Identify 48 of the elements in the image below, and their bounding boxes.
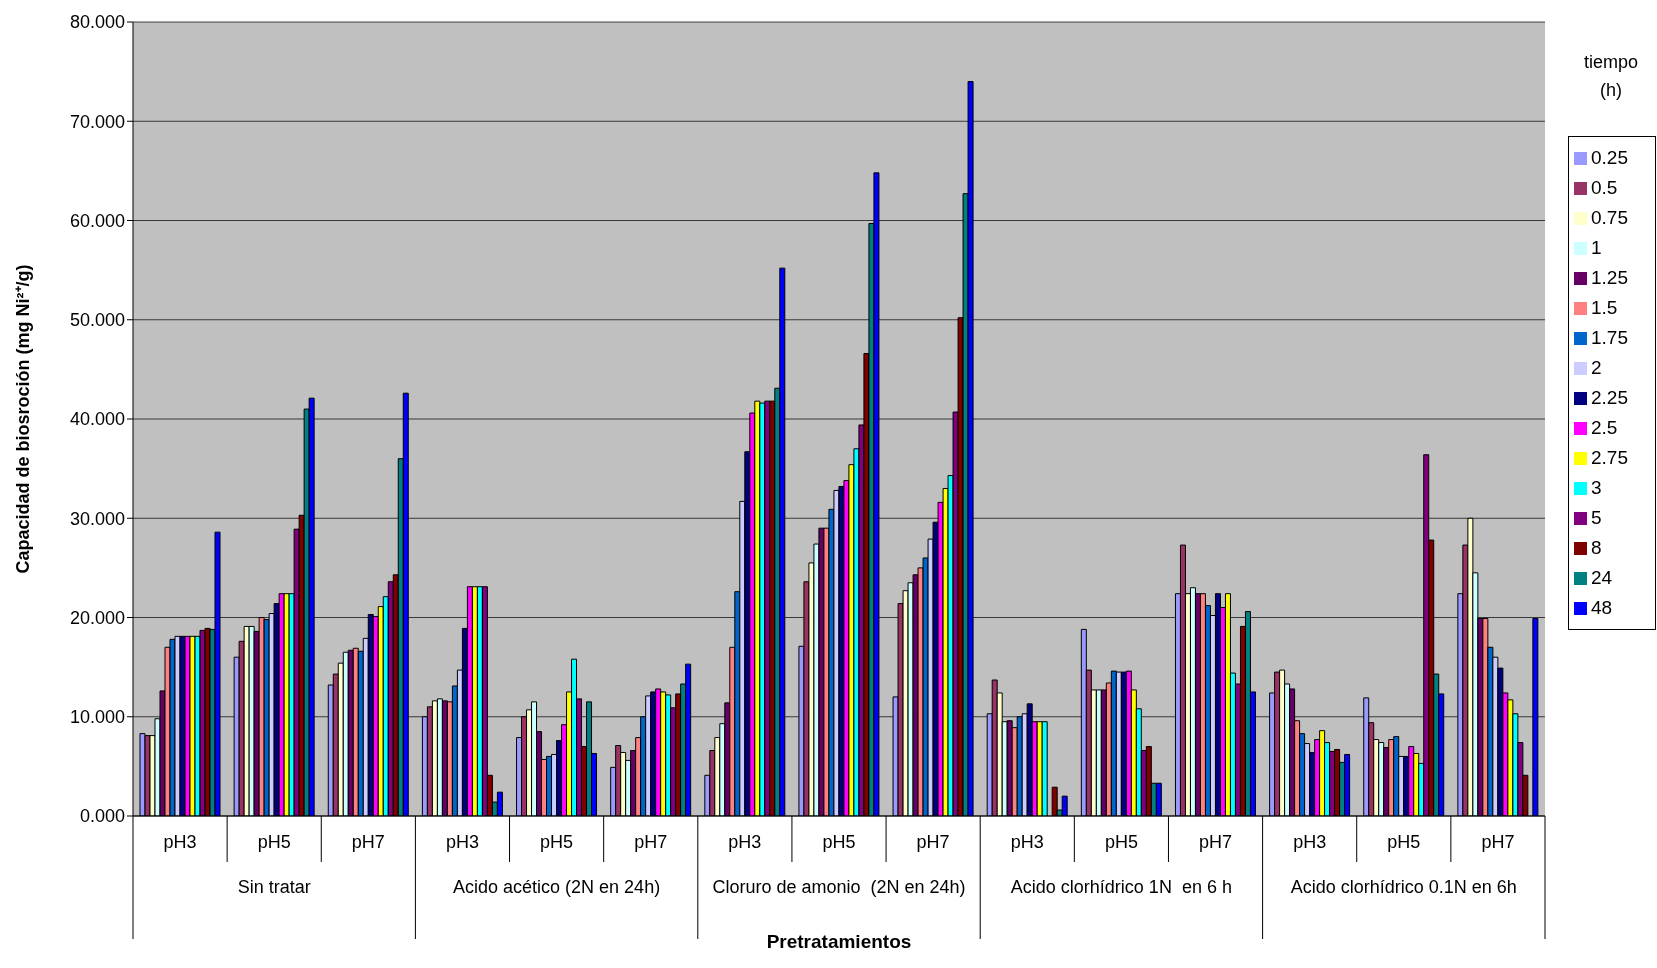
x-tick-label: pH7	[351, 832, 385, 852]
legend-label: 2.5	[1591, 416, 1619, 440]
y-tick-label: 60.000	[69, 210, 125, 231]
x-tick-label: pH3	[728, 832, 762, 852]
y-axis-title: Capacidad de biosroción (mg Ni²⁺/g)	[13, 264, 34, 574]
x-tick-label: pH7	[1481, 832, 1515, 852]
text: Acido clorhídrico 0.1N en 6h	[1289, 876, 1518, 899]
x-tick-label: pH7	[1199, 832, 1233, 852]
legend-label: 0.75	[1591, 206, 1629, 230]
x-tick-label: pH5	[540, 832, 574, 852]
x-tick-label: pH5	[1387, 832, 1421, 852]
legend-label: 0.25	[1591, 146, 1629, 170]
legend-label: 1.5	[1591, 296, 1619, 320]
legend-label: 1	[1591, 236, 1603, 260]
y-tick-label: 80.000	[69, 12, 125, 33]
y-tick-label: 70.000	[69, 111, 125, 132]
x-tick-label: pH7	[916, 832, 950, 852]
x-tick-label: pH5	[822, 832, 856, 852]
text: Cloruro de amonio (2N en 24h)	[711, 876, 967, 899]
legend-label: 24	[1591, 566, 1614, 590]
legend-label: 0.5	[1591, 176, 1619, 200]
legend-label: 8	[1591, 536, 1603, 560]
x-tick-label: pH3	[1010, 832, 1044, 852]
x-axis-title: Pretratamientos	[766, 931, 912, 952]
legend-label: 1.75	[1591, 326, 1629, 350]
y-tick-label: 20.000	[69, 607, 125, 628]
legend-label: 1.25	[1591, 266, 1629, 290]
legend-label: 48	[1591, 596, 1614, 620]
legend-label: 3	[1591, 476, 1603, 500]
y-tick-label: 30.000	[69, 508, 125, 529]
text: Sin tratar	[236, 876, 312, 899]
legend-label: 2.25	[1591, 386, 1629, 410]
legend-label: 2	[1591, 356, 1603, 380]
x-tick-label: pH3	[1293, 832, 1327, 852]
x-tick-label: pH5	[1104, 832, 1138, 852]
x-tick-label: pH5	[257, 832, 291, 852]
text: Acido acético (2N en 24h)	[452, 876, 662, 899]
legend-label: 5	[1591, 506, 1603, 530]
text: Acido clorhídrico 1N en 6 h	[1009, 876, 1233, 899]
y-tick-label: 40.000	[69, 409, 125, 430]
y-tick-label: 50.000	[69, 310, 125, 331]
y-tick-label: 0.000	[79, 806, 125, 827]
legend-label: 2.75	[1591, 446, 1629, 470]
x-tick-label: pH7	[634, 832, 668, 852]
y-tick-label: 10.000	[69, 707, 125, 728]
x-tick-label: pH3	[445, 832, 479, 852]
legend-title: tiempo (h)	[1583, 51, 1639, 102]
x-tick-label: pH3	[163, 832, 197, 852]
